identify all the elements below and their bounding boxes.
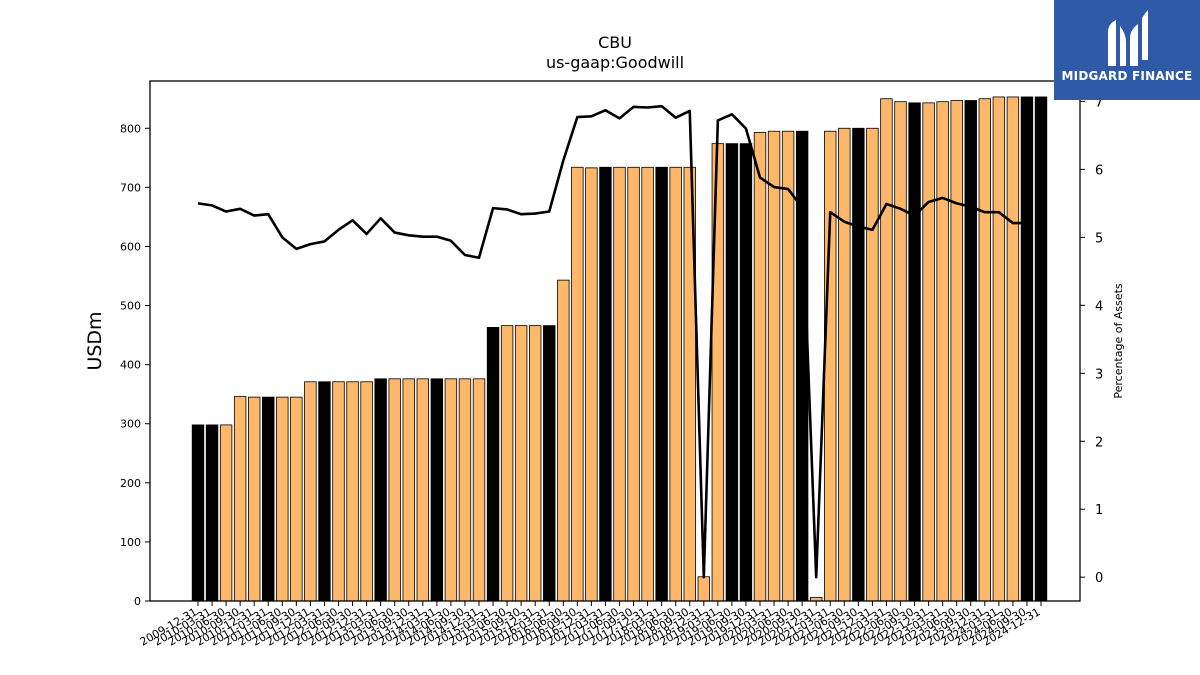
logo-text: MIDGARD FINANCE (1061, 69, 1193, 83)
bar-2018-03-31 (655, 166, 668, 602)
bar-2012-09-30 (346, 381, 359, 602)
bar-2015-06-30 (500, 325, 514, 602)
bar-2019-09-30 (739, 143, 753, 602)
bar-2016-12-31 (585, 167, 598, 602)
bar-2014-12-31 (472, 378, 486, 602)
percentage-line-series (197, 104, 1027, 579)
bar-series (191, 96, 1048, 602)
bar-2020-03-31 (767, 130, 781, 602)
bar-2017-03-31 (599, 166, 612, 602)
bar-2019-06-30 (725, 143, 739, 602)
y2-tick-label: 1 (1095, 503, 1103, 518)
bar-2023-09-30 (964, 100, 977, 602)
bar-2024-06-30 (1006, 96, 1020, 602)
bar-2018-06-30 (669, 166, 682, 602)
bar-2013-06-30 (388, 378, 401, 602)
y2-tick-label: 5 (1095, 231, 1103, 246)
y-tick-label: 200 (120, 477, 141, 490)
bar-2013-12-31 (416, 378, 430, 602)
bar-2011-12-31 (304, 381, 317, 602)
bar-2016-09-30 (571, 166, 584, 602)
bar-2021-03-31 (824, 130, 837, 602)
bar-2014-03-31 (430, 378, 444, 602)
bar-2017-09-30 (627, 166, 640, 602)
bar-2016-03-31 (543, 325, 556, 602)
bar-2012-12-31 (360, 381, 373, 602)
y2-tick-label: 0 (1095, 571, 1103, 586)
chart-title: CBU (598, 33, 632, 52)
y-tick-label: 0 (134, 595, 141, 608)
bar-2021-06-30 (838, 127, 851, 602)
y-tick-label: 600 (120, 240, 141, 253)
bar-2013-09-30 (402, 378, 415, 602)
x-axis: 2009-12-312010-03-312010-06-302010-09-30… (138, 601, 1043, 649)
bar-2015-03-31 (486, 327, 500, 602)
y-tick-label: 400 (120, 359, 141, 372)
bar-2010-12-31 (247, 396, 261, 602)
y2-tick-label: 3 (1095, 367, 1103, 382)
y-axis-right: 0 1 2 3 4 5 6 7 (1080, 95, 1103, 586)
bar-2024-12-31 (1034, 96, 1048, 602)
bar-2021-09-30 (852, 127, 865, 602)
y2-tick-label: 4 (1095, 299, 1103, 314)
bar-2014-09-30 (458, 378, 472, 602)
bar-2015-12-31 (529, 325, 542, 602)
bar-2023-06-30 (950, 100, 963, 602)
bar-2017-12-31 (641, 166, 654, 602)
bar-2012-03-31 (318, 381, 331, 602)
bar-2024-09-30 (1020, 96, 1034, 602)
y-axis-left: 0 100 200 300 400 500 600 700 800 (120, 122, 150, 608)
bar-2022-12-31 (922, 102, 935, 602)
y-tick-label: 500 (120, 300, 141, 313)
y-tick-label: 300 (120, 418, 141, 431)
bar-2021-12-31 (866, 127, 879, 602)
bar-2024-03-31 (992, 96, 1006, 602)
y2-tick-label: 2 (1095, 435, 1103, 450)
bar-2014-06-30 (444, 378, 458, 602)
bar-2023-12-31 (978, 98, 992, 602)
percentage-of-assets-line (197, 104, 1027, 579)
bar-2020-06-30 (781, 130, 795, 602)
bar-2023-03-31 (936, 101, 949, 602)
y2-axis-label: Percentage of Assets (1112, 283, 1125, 399)
bar-2022-06-30 (894, 101, 907, 602)
bar-2011-06-30 (276, 396, 289, 602)
chart-subtitle: us-gaap:Goodwill (546, 53, 684, 72)
bar-2010-09-30 (233, 396, 247, 602)
midgard-m-logo-icon (1108, 10, 1148, 66)
bar-2011-03-31 (262, 396, 275, 602)
plot-frame (149, 80, 1081, 602)
y-tick-label: 800 (120, 122, 141, 135)
bar-2011-09-30 (290, 396, 303, 602)
bar-2009-12-31 (191, 424, 205, 602)
bar-2022-03-31 (880, 98, 893, 602)
bar-2022-09-30 (908, 102, 921, 602)
bar-2012-06-30 (332, 381, 345, 602)
bar-2013-03-31 (374, 378, 387, 602)
y2-tick-label: 7 (1095, 95, 1103, 110)
bar-2016-06-30 (557, 279, 570, 602)
bar-2019-12-31 (753, 132, 767, 602)
y2-tick-label: 6 (1095, 163, 1103, 178)
bar-2010-03-31 (205, 424, 219, 602)
bar-2018-12-31 (697, 576, 711, 602)
bar-2017-06-30 (613, 166, 626, 602)
midgard-finance-logo: MIDGARD FINANCE (1054, 0, 1200, 100)
bar-2015-09-30 (514, 325, 528, 602)
y-tick-label: 100 (120, 536, 141, 549)
y-tick-label: 700 (120, 181, 141, 194)
y-axis-label: USDm (84, 311, 106, 370)
bar-2010-06-30 (219, 424, 233, 602)
